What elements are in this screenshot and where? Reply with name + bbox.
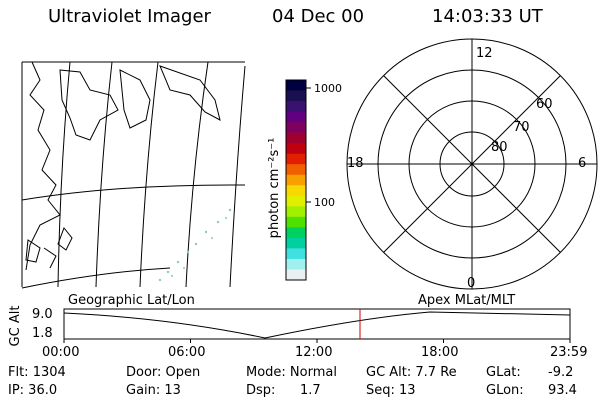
colorbar-stripe — [286, 80, 306, 92]
colorbar-stripe — [286, 153, 306, 165]
colorbar-stripe — [286, 216, 306, 228]
lat-label-70: 70 — [513, 120, 530, 135]
door-status: Door: Open — [126, 365, 201, 380]
date-label: 04 Dec 00 — [272, 6, 365, 27]
coastline — [59, 69, 119, 141]
ip-value: IP: 36.0 — [8, 383, 58, 398]
parallel — [21, 184, 246, 201]
glat-label: GLat: — [486, 365, 521, 380]
colorbar-stripe — [286, 174, 306, 186]
meridian — [139, 61, 159, 288]
dsp-value: 1.7 — [300, 383, 321, 398]
colorbar-stripe — [286, 132, 306, 144]
gain-value: Gain: 13 — [126, 383, 181, 398]
colorbar-tick-label: 1000 — [314, 82, 342, 95]
timeline-left-label: Geographic Lat/Lon — [68, 293, 195, 308]
colorbar-stripe — [286, 164, 306, 176]
mlt-diagonal — [383, 75, 561, 253]
mlt-label-18: 18 — [347, 156, 364, 171]
altitude-curve — [63, 311, 571, 339]
glon-label: GLon: — [486, 383, 524, 398]
gc-altitude: GC Alt: 7.7 Re — [366, 365, 457, 380]
timeline-x-label: 12:00 — [295, 345, 333, 360]
dsp-label: Dsp: — [246, 383, 276, 398]
timeline-x-label: 00:00 — [42, 345, 80, 360]
colorbar-stripe — [286, 111, 306, 123]
glat-value: -9.2 — [548, 365, 574, 380]
colorbar-stripe — [286, 227, 306, 239]
parallel — [21, 267, 171, 289]
colorbar-gradient — [286, 80, 306, 281]
glon-value: 93.4 — [548, 383, 577, 398]
timeline-x-label: 06:00 — [168, 345, 206, 360]
colorbar-stripe — [286, 237, 306, 249]
instrument-title: Ultraviolet Imager — [48, 6, 211, 27]
uv-emission-speckle — [158, 208, 232, 282]
timeline-x-label: 18:00 — [421, 345, 459, 360]
colorbar-stripe — [286, 195, 306, 207]
lat-label-60: 60 — [536, 97, 553, 112]
timeline-y-tick: 1.8 — [32, 326, 53, 341]
colorbar-stripe — [286, 248, 306, 260]
coastline — [43, 247, 57, 269]
colorbar-stripe — [286, 258, 306, 270]
coastline — [25, 239, 41, 263]
flight-number: Flt: 1304 — [8, 365, 66, 380]
coastline — [159, 65, 221, 121]
colorbar-stripe — [286, 206, 306, 218]
colorbar-frame — [285, 79, 307, 281]
colorbar-stripe — [286, 122, 306, 134]
meridian — [57, 61, 71, 288]
coastline — [25, 61, 61, 271]
meridian — [95, 61, 113, 288]
time-label: 14:03:33 UT — [432, 6, 543, 27]
coastline — [119, 69, 151, 129]
mode-value: Mode: Normal — [246, 365, 337, 380]
mlt-label-0: 0 — [467, 276, 476, 291]
colorbar-tick-label: 100 — [314, 196, 335, 209]
lat-label-80: 80 — [491, 140, 508, 155]
colorbar-stripe — [286, 185, 306, 197]
meridian — [229, 65, 246, 288]
colorbar-stripe — [286, 90, 306, 102]
timeline-x-label: 23:59 — [550, 345, 588, 360]
coastline — [57, 227, 73, 251]
meridian — [185, 61, 209, 288]
timeline-right-label: Apex MLat/MLT — [418, 293, 516, 308]
colorbar-stripe — [286, 101, 306, 113]
colorbar-stripe — [286, 143, 306, 155]
mlt-label-12: 12 — [476, 46, 493, 61]
mlt-label-6: 6 — [578, 156, 587, 171]
sequence-number: Seq: 13 — [366, 383, 416, 398]
timeline-y-tick: 9.0 — [32, 307, 53, 322]
colorbar-stripe — [286, 269, 306, 281]
